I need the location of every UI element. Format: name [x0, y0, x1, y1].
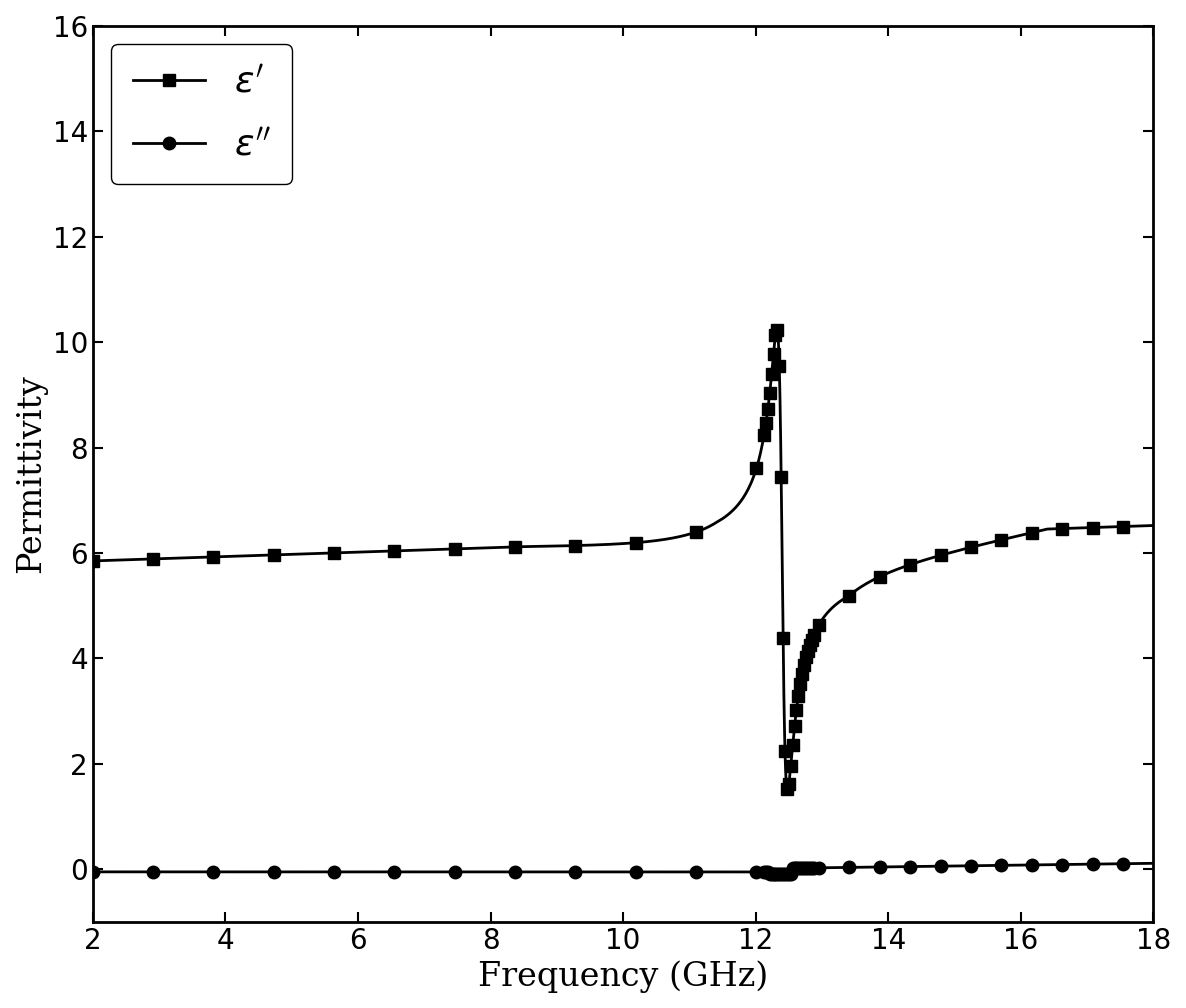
$\varepsilon'$ — [780, 784, 795, 796]
$\varepsilon'$ — [1146, 519, 1160, 531]
$\varepsilon''$ — [85, 866, 100, 878]
$\varepsilon'$ — [1146, 519, 1160, 531]
$\varepsilon''$ — [1002, 859, 1016, 871]
$\varepsilon'$ — [760, 404, 774, 416]
$\varepsilon''$ — [763, 869, 777, 881]
$\varepsilon''$ — [760, 866, 774, 878]
$\varepsilon''$ — [792, 862, 806, 874]
Legend: $\varepsilon'$, $\varepsilon''$: $\varepsilon'$, $\varepsilon''$ — [110, 44, 292, 184]
$\varepsilon''$ — [1146, 857, 1160, 869]
X-axis label: Frequency (GHz): Frequency (GHz) — [478, 961, 769, 993]
$\varepsilon'$ — [1002, 532, 1016, 544]
$\varepsilon'$ — [770, 323, 784, 335]
$\varepsilon'$ — [85, 554, 100, 566]
Line: $\varepsilon'$: $\varepsilon'$ — [87, 323, 1160, 796]
Line: $\varepsilon''$: $\varepsilon''$ — [87, 857, 1160, 881]
$\varepsilon'$ — [732, 498, 746, 510]
$\varepsilon''$ — [732, 866, 746, 878]
$\varepsilon''$ — [1146, 857, 1160, 869]
$\varepsilon''$ — [793, 862, 808, 874]
Y-axis label: Permittivity: Permittivity — [15, 375, 47, 574]
$\varepsilon'$ — [793, 676, 808, 688]
$\varepsilon'$ — [792, 686, 806, 699]
